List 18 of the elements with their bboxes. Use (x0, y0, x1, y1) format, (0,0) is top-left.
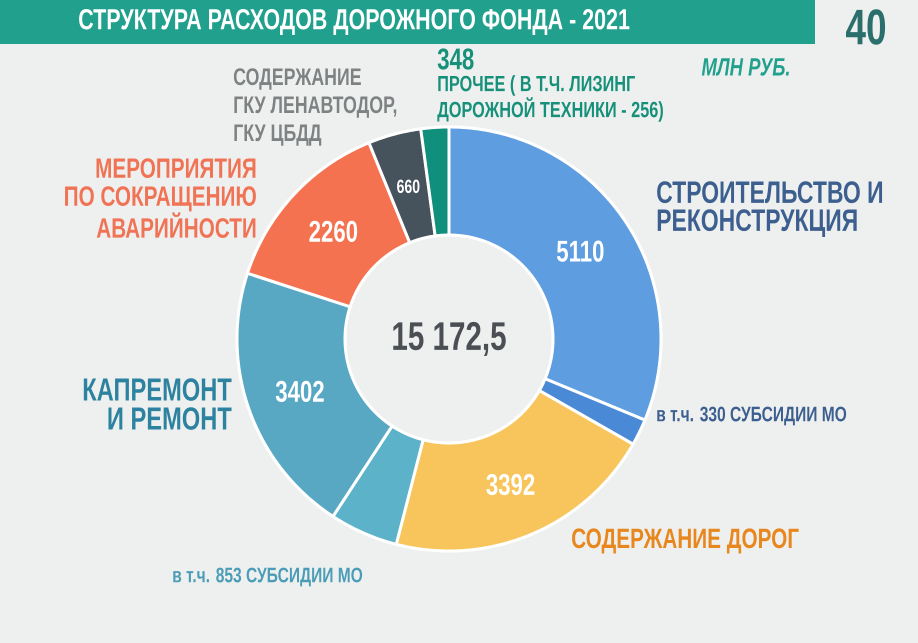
text: 15 172,5 (393, 322, 506, 356)
data-label: 660 (397, 180, 420, 194)
chart-subtitle: МЛН РУБ. (702, 58, 789, 76)
data-label: 348 (438, 48, 474, 70)
slice-label: в т.ч. 330 СУБСИДИИ МО (657, 406, 846, 426)
slice-label: СОДЕРЖАНИЕ ГКУ ЛЕНАВТОДОР, ГКУ ЦБДД (234, 68, 396, 146)
data-label: 3402 (276, 380, 324, 402)
text: 40 (846, 9, 886, 45)
chart-title: СТРУКТУРА РАСХОДОВ ДОРОЖНОГО ФОНДА - 2021 (79, 8, 630, 35)
slice-label: СТРОИТЕЛЬСТВО И РЕКОНСТРУКЦИЯ (657, 181, 882, 238)
data-label: 5110 (556, 240, 604, 262)
data-label: 2260 (309, 220, 358, 242)
slice-label: МЕРОПРИЯТИЯ ПО СОКРАЩЕНИЮ АВАРИЙНОСТИ (65, 158, 256, 238)
slice-label: в т.ч. 853 СУБСИДИИ МО (173, 568, 362, 586)
slice-label: СОДЕРЖАНИЕ ДОРОГ (572, 528, 799, 554)
slice-label: КАПРЕМОНТ И РЕМОНТ (84, 378, 232, 430)
data-label: 3392 (486, 474, 534, 496)
slice-label: ПРОЧЕЕ ( В Т.Ч. ЛИЗИНГ ДОРОЖНОЙ ТЕХНИКИ - 256) (437, 75, 663, 122)
